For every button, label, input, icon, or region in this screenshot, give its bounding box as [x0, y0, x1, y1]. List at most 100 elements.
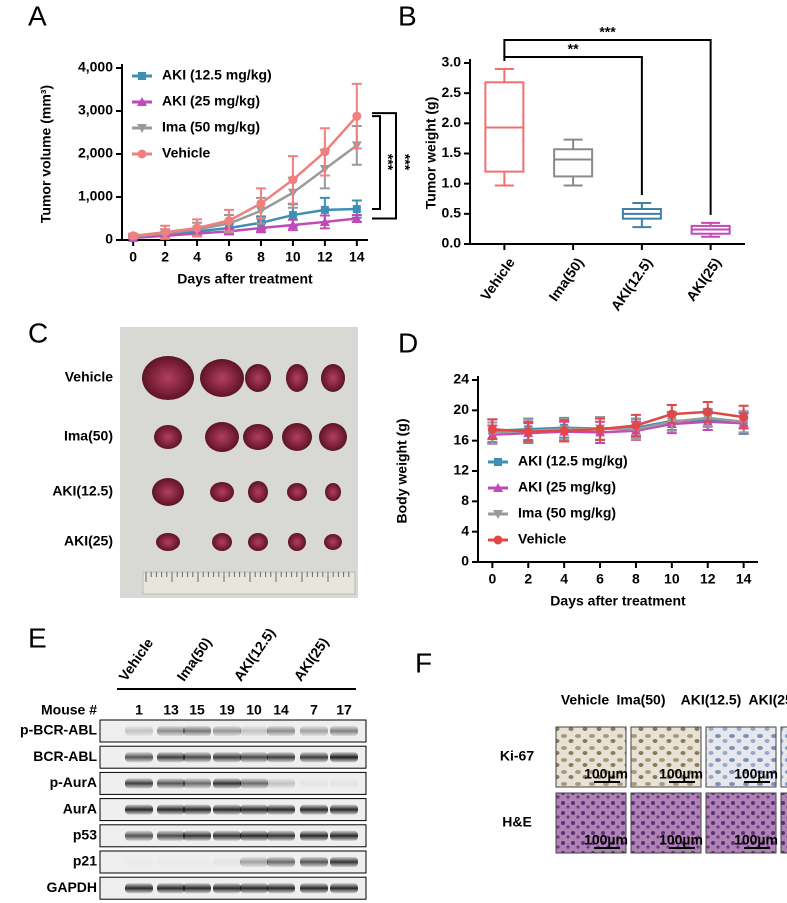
column-label: Ima(50): [616, 692, 665, 708]
blot-band: [125, 830, 153, 841]
row-label: BCR-ABL: [33, 748, 97, 764]
marker: [631, 421, 641, 430]
mouse-id: 19: [219, 702, 235, 718]
column-label: AKI(12.5): [681, 692, 742, 708]
blot-band: [183, 778, 211, 789]
blot-band: [300, 752, 328, 763]
whisker: [632, 218, 652, 229]
blot-band: [157, 752, 185, 763]
blot-band: [240, 857, 268, 867]
marker: [703, 407, 713, 417]
blot-band: [157, 778, 185, 789]
x-tick-label: 0: [129, 249, 137, 265]
mouse-id: 13: [163, 702, 179, 718]
marker: [559, 426, 569, 436]
mouse-id: 17: [336, 702, 352, 718]
legend-label: AKI (25 mg/kg): [162, 93, 260, 109]
x-tick-label: 0: [488, 571, 496, 587]
histology: Vehicle Ima(50) AKI(12.5) AKI(25) Ki-67 100µm…: [500, 692, 787, 854]
panel-label: A: [28, 0, 47, 31]
blot-band: [183, 804, 211, 815]
tumor: [324, 534, 342, 550]
scale-bar-label: 100µm: [584, 766, 628, 782]
scale-bar-label: 100µm: [659, 766, 703, 782]
blot-band: [125, 883, 153, 894]
x-tick-label: 10: [285, 249, 301, 265]
blot-band: [183, 883, 211, 894]
legend-marker: [494, 458, 502, 466]
blot-band: [213, 752, 241, 763]
marker: [192, 223, 202, 233]
blot-band: [240, 830, 268, 841]
x-tick-label: AKI(12.5): [607, 255, 655, 314]
legend-marker: [138, 72, 146, 80]
y-tick-label: 3,000: [78, 102, 113, 118]
panel-label: B: [398, 0, 417, 31]
tumor: [282, 423, 312, 451]
tumor: [152, 478, 184, 506]
marker: [224, 216, 234, 226]
y-tick-label: 0.0: [442, 235, 462, 251]
x-tick-label: Vehicle: [477, 255, 518, 304]
y-tick-label: 12: [453, 462, 469, 478]
blot-band: [240, 804, 268, 815]
mouse-id: 10: [246, 702, 262, 718]
blot-band: [300, 857, 328, 867]
blot-band: [267, 883, 295, 894]
blot-band: [240, 752, 268, 763]
row-label: Ki-67: [500, 748, 534, 764]
marker: [487, 424, 497, 434]
significance-label: ***: [397, 154, 413, 171]
mouse-id: 14: [273, 702, 289, 718]
histology-image: [780, 792, 787, 854]
x-tick-label: 2: [524, 571, 532, 587]
significance-bracket: [503, 56, 643, 195]
x-tick-label: 4: [560, 571, 568, 587]
blot-band: [213, 830, 241, 841]
tumor: [205, 422, 239, 452]
histology-image: [780, 726, 787, 788]
mouse-label: Mouse #: [41, 702, 97, 718]
tumor: [142, 356, 194, 400]
blot-band: [300, 830, 328, 841]
row-label: p-AurA: [50, 774, 97, 790]
whisker: [563, 138, 583, 150]
panel-label: D: [398, 327, 418, 358]
significance-label: ***: [599, 24, 616, 40]
blot-band: [125, 804, 153, 815]
blot-band: [213, 883, 241, 894]
row-label: AKI(12.5): [52, 483, 113, 499]
blot-band: [330, 830, 358, 841]
blot-band: [300, 778, 328, 789]
marker: [667, 409, 677, 419]
tumor: [321, 364, 345, 392]
whisker: [494, 171, 514, 187]
x-tick-label: 10: [664, 571, 680, 587]
legend-label: Ima (50 mg/kg): [518, 505, 616, 521]
marker: [739, 412, 749, 422]
legend-marker: [493, 535, 503, 545]
significance-bracket: [372, 112, 397, 220]
blot-band: [267, 752, 295, 763]
tumor: [200, 359, 244, 397]
tumor: [325, 483, 341, 501]
blot-band: [125, 726, 153, 736]
blot-band: [267, 778, 295, 789]
row-label: Ima(50): [64, 428, 113, 444]
y-tick-label: 24: [453, 371, 469, 387]
row-label: p53: [73, 827, 97, 843]
group-label: Vehicle: [115, 635, 156, 684]
histology-image: [555, 726, 627, 788]
significance-label: **: [568, 41, 579, 57]
blot-band: [213, 726, 241, 736]
blot-band: [157, 726, 185, 736]
row-label: GAPDH: [46, 879, 97, 895]
y-tick-label: 0: [105, 231, 113, 247]
y-tick-label: 20: [453, 401, 469, 417]
y-tick-label: 0.5: [442, 205, 462, 221]
x-tick-label: 2: [161, 249, 169, 265]
y-axis-label: Body weight (g): [394, 419, 410, 524]
blot-band: [183, 857, 211, 867]
significance-bracket: [503, 39, 712, 215]
